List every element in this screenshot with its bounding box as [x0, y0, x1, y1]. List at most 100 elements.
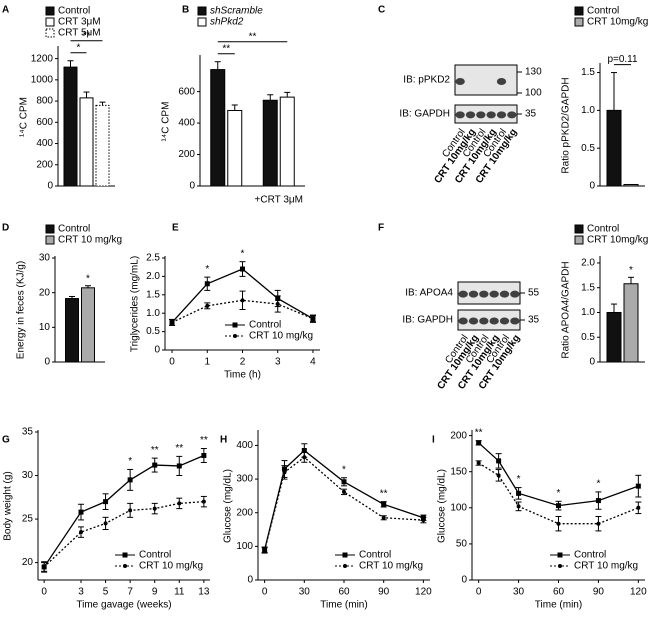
y-tick-label: 600 — [178, 86, 195, 97]
x-tick-label: 2 — [240, 357, 246, 368]
point — [152, 506, 157, 511]
point — [177, 501, 182, 506]
legend-label: Control — [58, 224, 90, 235]
legend-swatch — [574, 235, 584, 245]
legend-swatch — [197, 6, 207, 16]
panel-letter: A — [2, 5, 9, 16]
y-tick-label: 0.5 — [581, 332, 595, 343]
legend-label: CRT 5μM — [58, 28, 101, 39]
x-tick-label: 5 — [103, 587, 109, 598]
point — [282, 470, 287, 475]
point — [103, 521, 108, 526]
x-tick-label: 60 — [553, 587, 565, 598]
significance-label: ** — [222, 43, 230, 54]
blot-band — [507, 111, 517, 119]
blot-band — [465, 111, 476, 119]
legend-label: CRT 10mg/kg — [587, 235, 648, 246]
y-tick-label: 30 — [39, 253, 51, 264]
point — [262, 548, 267, 553]
point — [516, 504, 521, 509]
y-tick-label: 0 — [589, 181, 595, 192]
blot-band — [486, 111, 496, 119]
point — [381, 515, 386, 520]
y-axis-label: Body weight (g) — [3, 471, 14, 540]
x-tick-label: 30 — [513, 587, 525, 598]
legend-marker — [557, 552, 563, 558]
legend-label: CRT 3μM — [58, 17, 101, 28]
y-tick-label: 400 — [36, 138, 53, 149]
y-tick-label: 400 — [236, 440, 253, 451]
y-tick-label: 200 — [36, 159, 53, 170]
y-tick-label: 200 — [178, 149, 195, 160]
y-tick-label: 0.5 — [146, 326, 160, 337]
x-tick-label: 9 — [152, 587, 158, 598]
point — [275, 302, 280, 306]
y-tick-label: 25 — [22, 514, 34, 525]
significance-label: ** — [175, 443, 183, 454]
panel-letter: I — [432, 435, 435, 446]
legend-swatch — [45, 6, 55, 16]
blot-band — [496, 111, 507, 119]
y-tick-label: 1000 — [31, 74, 54, 85]
blot-marker: 100 — [525, 88, 542, 99]
y-axis-label: ¹⁴C CPM — [19, 97, 30, 137]
x-tick-label: 0 — [41, 587, 47, 598]
legend-marker — [123, 564, 127, 568]
y-axis-label: ¹⁴C CPM — [161, 102, 172, 142]
x-tick-label: 1 — [204, 357, 210, 368]
y-tick-label: 1.5 — [146, 289, 160, 300]
point — [302, 455, 307, 460]
x-tick-label: 4 — [310, 357, 316, 368]
series-line — [43, 454, 205, 568]
y-tick-label: 800 — [36, 96, 53, 107]
x-tick-label: 11 — [174, 587, 185, 598]
y-tick-label: 0 — [47, 181, 53, 192]
panel-letter: D — [2, 223, 9, 234]
blot-band — [458, 317, 468, 325]
blot-band — [496, 78, 507, 85]
point — [103, 499, 109, 505]
legend-marker — [343, 564, 347, 568]
legend-swatch — [45, 17, 55, 27]
point — [176, 463, 182, 469]
blot-band — [458, 290, 468, 298]
point — [205, 303, 210, 308]
y-tick-label: 0.5 — [581, 143, 595, 154]
legend-marker — [122, 552, 128, 558]
x-tick-label: 0 — [476, 587, 482, 598]
point — [79, 530, 83, 535]
legend-label: CRT 10mg/kg — [587, 17, 648, 28]
bar — [65, 298, 79, 363]
y-tick-label: 0 — [154, 345, 160, 356]
blot-row-label: IB: pPKD2 — [403, 75, 450, 86]
x-axis-label: Time (min) — [535, 600, 582, 611]
blot-band — [479, 290, 489, 298]
y-axis-label: Ratio pPKD2/GAPDH — [561, 77, 572, 173]
bar — [95, 104, 110, 187]
legend-swatch — [45, 28, 55, 38]
significance-label: ** — [200, 435, 208, 446]
blot-band — [455, 78, 465, 85]
point — [476, 440, 482, 446]
y-tick-label: 1.5 — [581, 67, 595, 78]
point — [516, 490, 522, 496]
point — [381, 501, 387, 507]
blot-band — [510, 290, 520, 298]
significance-label: * — [557, 488, 561, 499]
y-tick-label: 1.5 — [581, 282, 595, 293]
legend-label: Control — [58, 6, 90, 17]
legend-marker — [558, 564, 562, 568]
point — [421, 518, 426, 523]
point — [476, 461, 481, 466]
blot-band — [499, 290, 510, 298]
legend-swatch — [45, 235, 55, 245]
bar — [79, 97, 94, 187]
point — [636, 505, 641, 510]
y-tick-label: 0 — [589, 357, 595, 368]
point — [240, 298, 245, 303]
legend-marker — [232, 322, 238, 328]
blot-band — [489, 317, 499, 325]
y-tick-label: 200 — [236, 507, 253, 518]
point — [78, 509, 84, 515]
series-line — [171, 299, 314, 323]
